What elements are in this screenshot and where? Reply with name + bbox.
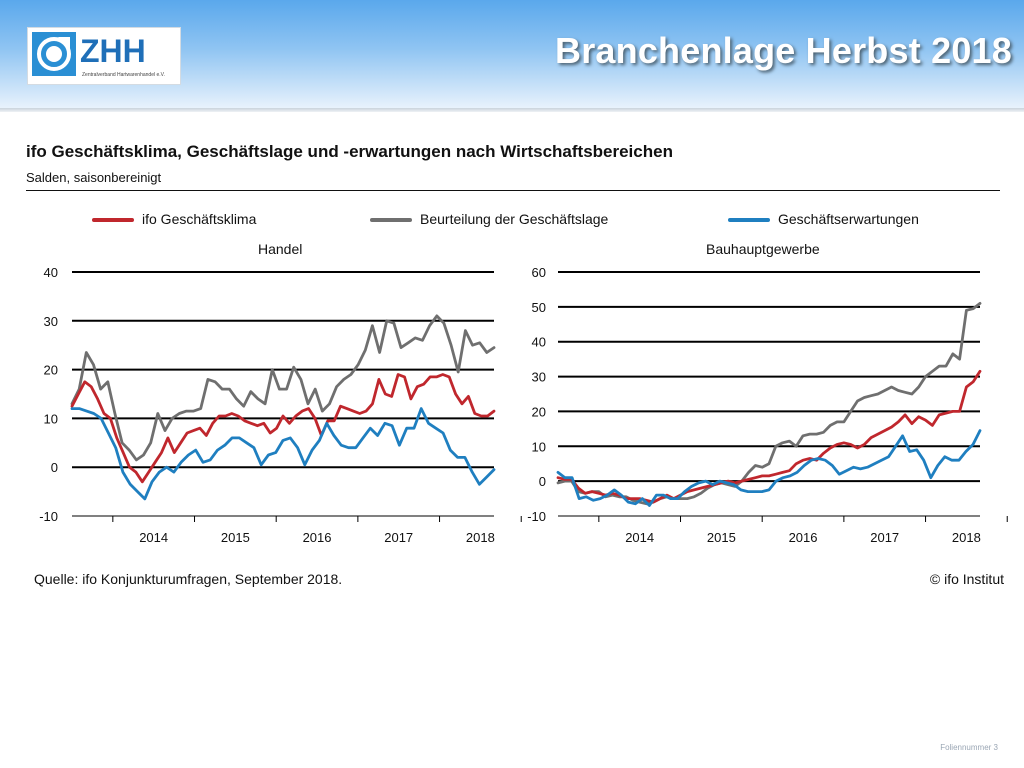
y-tick-label-bau: 50: [532, 300, 546, 315]
x-tick-label-handel: 2016: [303, 530, 332, 545]
y-tick-label-bau: 40: [532, 335, 546, 350]
slide-title: Branchenlage Herbst 2018: [555, 30, 1012, 71]
legend-label-geschaeftserwartungen: Geschäftserwartungen: [778, 211, 919, 227]
x-tick-label-bau: 2016: [789, 530, 818, 545]
x-tick-label-handel: 2018: [466, 530, 495, 545]
y-tick-label-handel: 40: [44, 265, 58, 280]
zhh-logo: ZHH Zentralverband Hartwarenhandel e.V.: [27, 27, 181, 85]
figure-copyright: © ifo Institut: [929, 571, 1004, 587]
y-tick-label-handel: -10: [39, 509, 58, 524]
y-tick-label-bau: 60: [532, 265, 546, 280]
legend-swatch-geschaeftserwartungen: [728, 218, 770, 223]
x-tick-label-bau: 2014: [625, 530, 654, 545]
y-tick-label-handel: 20: [44, 363, 58, 378]
logo-ring: [37, 37, 71, 71]
y-tick-label-bau: -10: [527, 509, 546, 524]
panel-title-handel: Handel: [258, 241, 303, 257]
y-tick-label-bau: 0: [539, 474, 546, 489]
figure-source: Quelle: ifo Konjunkturumfragen, Septembe…: [34, 571, 343, 587]
logo-arrow: [58, 37, 70, 49]
x-tick-label-bau: 2017: [870, 530, 899, 545]
logo-text: ZHH: [80, 33, 146, 69]
legend-item-geschaeftslage: Beurteilung der Geschäftslage: [370, 211, 608, 229]
figure-divider: [26, 190, 1000, 191]
logo-core: [46, 46, 62, 62]
legend-label-geschaeftsklima: ifo Geschäftsklima: [142, 211, 257, 227]
x-tick-label-bau: 2018: [952, 530, 981, 545]
series-line-bau-geschaeftserwartungen: [556, 429, 982, 507]
x-tick-label-handel: 2015: [221, 530, 250, 545]
series-line-handel-geschaeftsklima: [70, 373, 496, 484]
legend-swatch-geschaeftsklima: [92, 218, 134, 223]
zhh-logo-graphic: ZHH: [32, 32, 146, 76]
panel-title-bauhauptgewerbe: Bauhauptgewerbe: [706, 241, 820, 257]
y-tick-label-handel: 0: [51, 460, 58, 475]
y-tick-label-bau: 20: [532, 404, 546, 419]
x-tick-label-handel: 2017: [384, 530, 413, 545]
legend-item-geschaeftserwartungen: Geschäftserwartungen: [728, 211, 919, 229]
y-tick-label-bau: 10: [532, 439, 546, 454]
legend-item-geschaeftsklima: ifo Geschäftsklima: [92, 211, 256, 229]
series-line-bau-geschaeftslage: [556, 301, 982, 506]
x-tick-label-handel: 2014: [139, 530, 168, 545]
figure-title: ifo Geschäftsklima, Geschäftslage und -e…: [26, 142, 673, 161]
header-divider: [0, 108, 1024, 112]
legend-label-geschaeftslage: Beurteilung der Geschäftslage: [420, 211, 609, 227]
y-tick-label-handel: 10: [44, 411, 58, 426]
x-tick-label-bau: 2015: [707, 530, 736, 545]
y-tick-label-bau: 30: [532, 370, 546, 385]
figure-subtitle: Salden, saisonbereinigt: [26, 170, 162, 185]
slide-number: Foliennummer 3: [940, 743, 998, 752]
y-tick-label-handel: 30: [44, 314, 58, 329]
series-line-bau-geschaeftsklima: [556, 369, 982, 504]
legend-swatch-geschaeftslage: [370, 218, 412, 223]
logo-tagline: Zentralverband Hartwarenhandel e.V.: [82, 72, 165, 78]
series-line-handel-geschaeftserwartungen: [70, 407, 496, 501]
series-line-handel-geschaeftslage: [70, 314, 496, 462]
